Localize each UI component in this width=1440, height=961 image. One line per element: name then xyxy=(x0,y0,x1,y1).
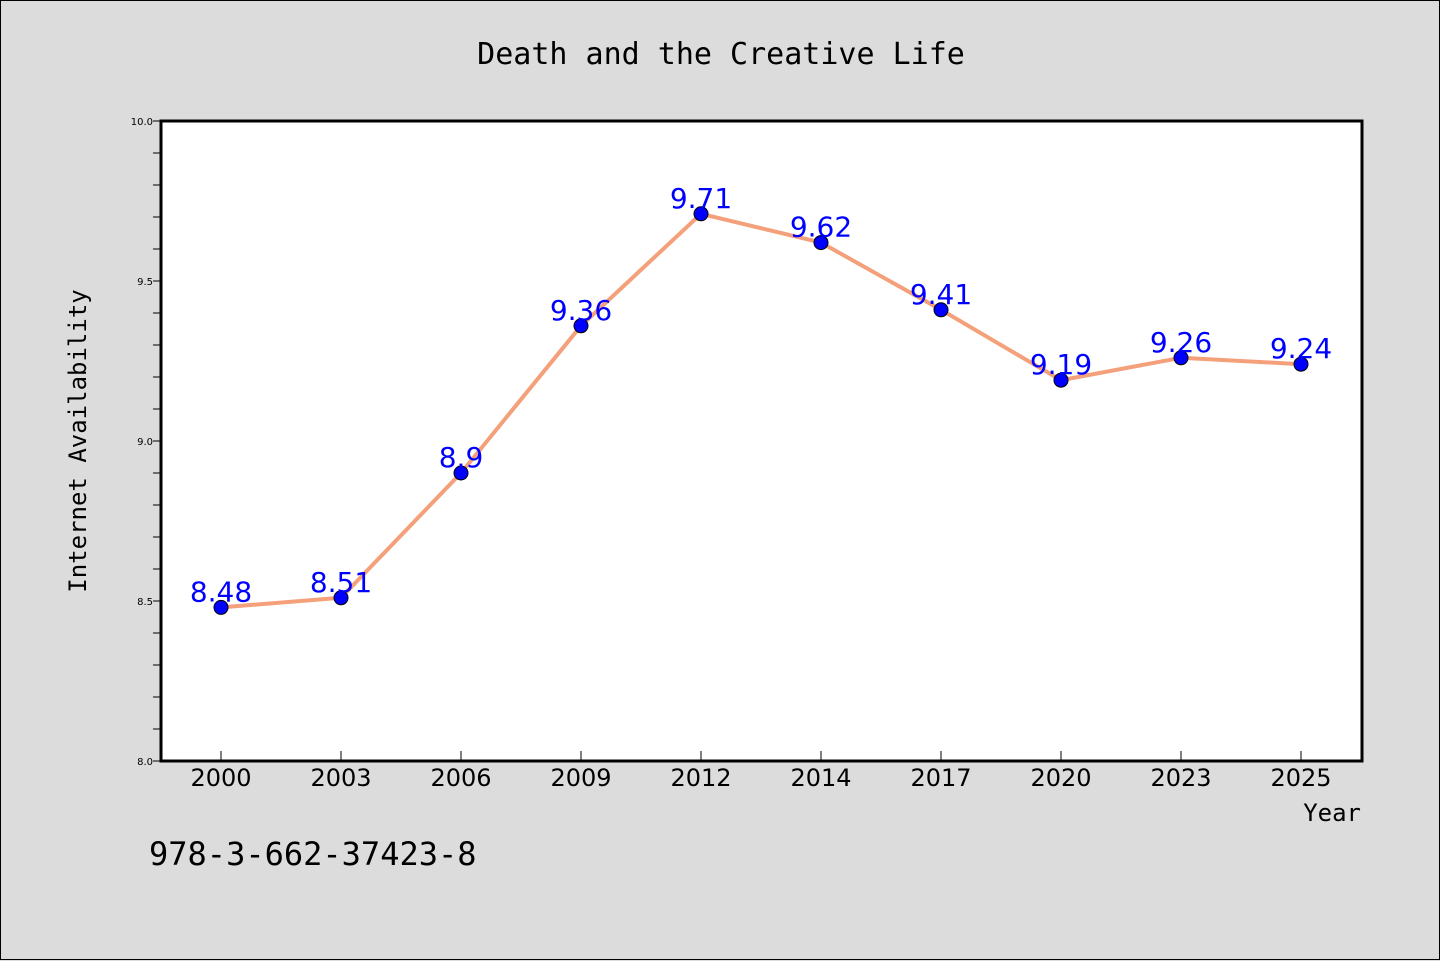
series-line xyxy=(219,211,1303,610)
x-tick-label: 2014 xyxy=(790,764,851,792)
x-tick-label: 2009 xyxy=(550,764,611,792)
data-label: 9.26 xyxy=(1150,326,1212,359)
data-point xyxy=(1173,350,1189,366)
x-tick-label: 2023 xyxy=(1150,764,1211,792)
y-axis-label: Internet Availability xyxy=(64,289,92,592)
data-label: 9.71 xyxy=(670,182,732,215)
y-tick-label: 8.0 xyxy=(137,757,153,768)
data-point xyxy=(573,318,589,334)
y-tick-label: 9.5 xyxy=(137,277,153,288)
x-tick-label: 2012 xyxy=(670,764,731,792)
data-point xyxy=(453,465,469,481)
x-tick-label: 2025 xyxy=(1270,764,1331,792)
data-label: 9.41 xyxy=(910,278,972,311)
y-tick-label: 9.0 xyxy=(137,437,153,448)
data-label: 8.51 xyxy=(310,566,372,599)
x-tick-label: 2020 xyxy=(1030,764,1091,792)
data-point xyxy=(213,599,229,615)
data-label: 8.48 xyxy=(190,575,252,608)
x-axis: 2000 2003 2006 2009 2012 2014 2017 2020 2023 2025 xyxy=(190,751,1332,792)
data-point xyxy=(813,235,829,251)
data-label: 9.36 xyxy=(550,294,612,327)
data-label: 9.24 xyxy=(1270,332,1332,365)
data-point xyxy=(333,590,349,606)
data-label: 9.62 xyxy=(790,211,852,244)
x-tick-label: 2017 xyxy=(910,764,971,792)
isbn-annotation: 978-3-662-37423-8 xyxy=(149,835,477,873)
y-axis: 8.0 8.5 9.0 9.5 10.0 xyxy=(131,117,161,768)
data-point xyxy=(933,302,949,318)
y-tick-label: 8.5 xyxy=(137,597,153,608)
data-label: 8.9 xyxy=(439,441,484,474)
data-labels: 8.48 8.51 8.9 9.36 9.71 9.62 9.41 9.19 9.26 9.24 xyxy=(190,182,1332,609)
y-tick-label: 10.0 xyxy=(131,117,153,128)
series-group xyxy=(213,206,1309,615)
plot-area xyxy=(159,119,1364,763)
data-label: 9.19 xyxy=(1030,348,1092,381)
data-point xyxy=(1293,356,1309,372)
x-tick-label: 2003 xyxy=(310,764,371,792)
x-tick-label: 2006 xyxy=(430,764,491,792)
data-point xyxy=(1053,372,1069,388)
chart-title: Death and the Creative Life xyxy=(477,37,965,72)
x-tick-label: 2000 xyxy=(190,764,251,792)
x-axis-label: Year xyxy=(1303,799,1361,827)
data-point xyxy=(693,206,709,222)
